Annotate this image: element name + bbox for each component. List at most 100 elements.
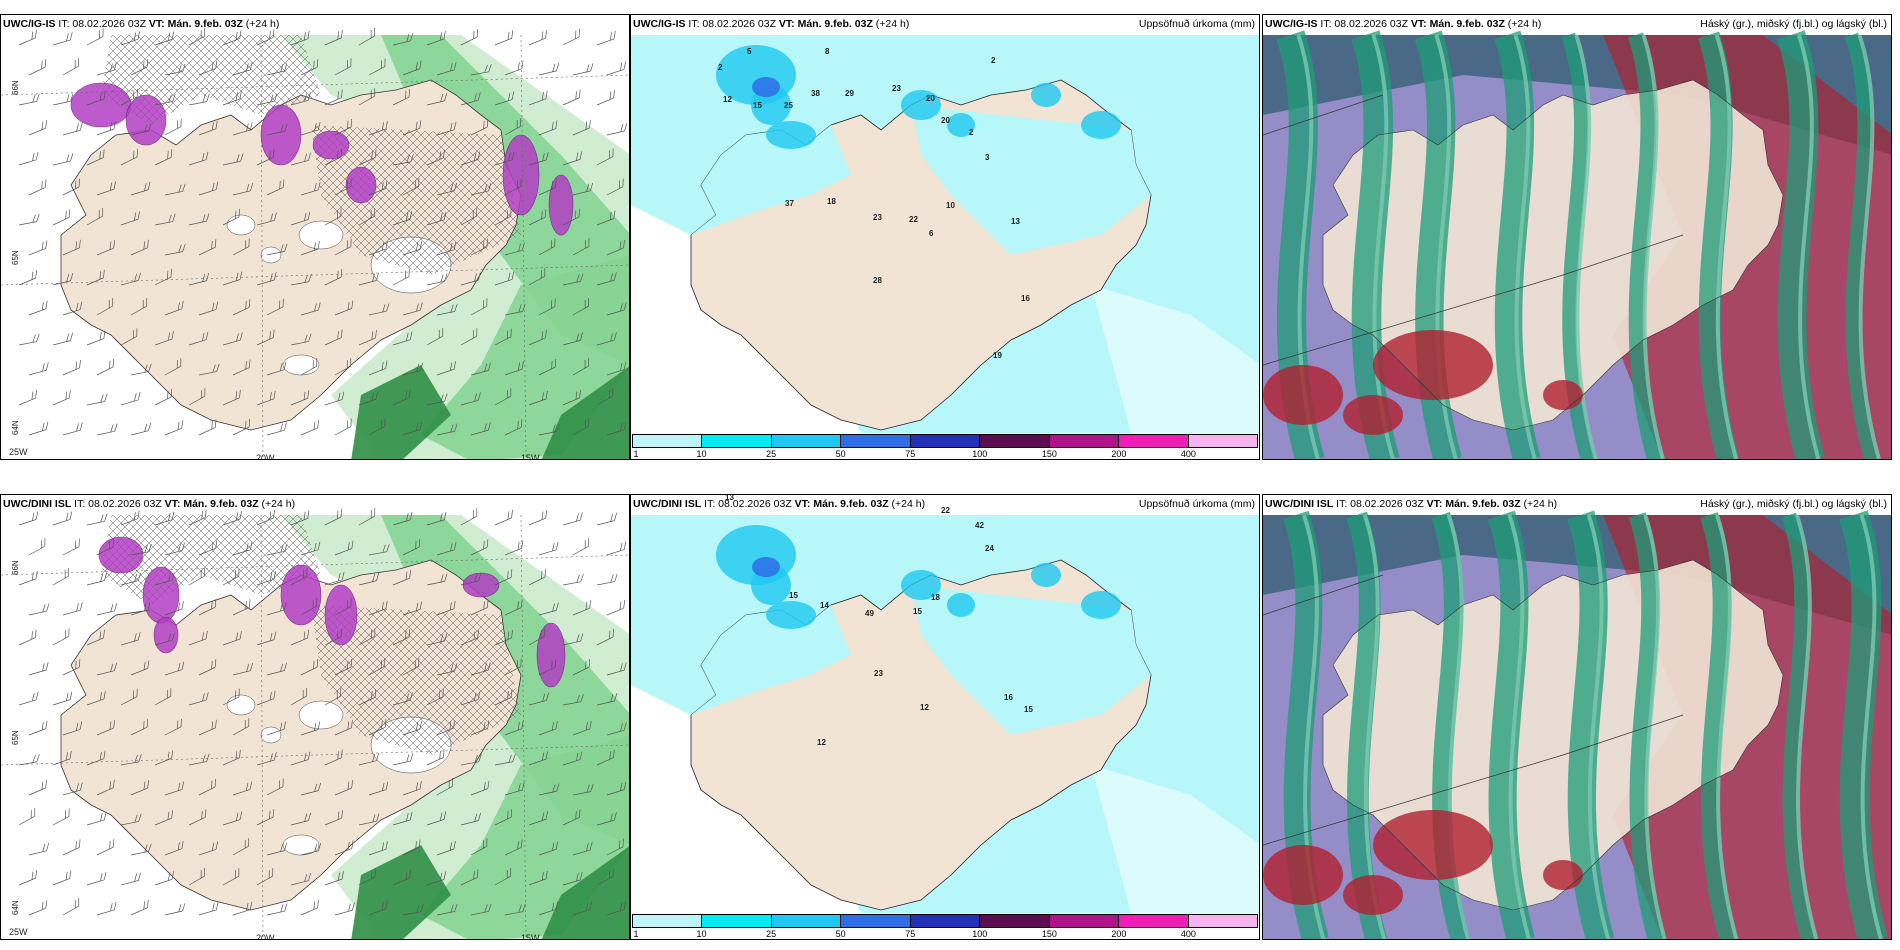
model-name: UWC/DINI ISL — [3, 498, 72, 510]
lead-time: (+24 h) — [245, 18, 280, 30]
precip-colorbar: 1 10 25 50 75 100 150 200 400 — [632, 430, 1258, 459]
valid-time: Mán. 9.feb. 03Z — [797, 18, 873, 30]
precip-value: 5 — [747, 47, 752, 56]
colorbar-cell — [1188, 915, 1257, 927]
colorbar-cell — [1119, 915, 1189, 927]
colorbar-tick: 75 — [905, 929, 916, 939]
precip-value: 2 — [969, 128, 974, 137]
colorbar-tick: 50 — [835, 929, 846, 939]
precip-value: 29 — [845, 89, 854, 98]
cloud-map-igis: UWC/IG-IS IT: 08.02.2026 03Z VT: Mán. 9.… — [1262, 14, 1892, 460]
precip-value: 37 — [785, 199, 794, 208]
valid-time-label: VT: — [794, 498, 811, 510]
colorbar-tick: 150 — [1041, 929, 1057, 939]
precip-value: 13 — [1011, 217, 1020, 226]
cloud-map-dini: UWC/DINI ISL IT: 08.02.2026 03Z VT: Mán.… — [1262, 494, 1892, 940]
precip-value: 24 — [985, 544, 994, 553]
map-canvas — [631, 35, 1259, 433]
valid-time-label: VT: — [1410, 18, 1427, 30]
precip-value: 12 — [817, 738, 826, 747]
colorbar-tick: 50 — [835, 449, 846, 459]
precip-map-dini: 6117835135227141722422415144915182312161… — [630, 494, 1260, 940]
init-time: IT: 08.02.2026 03Z — [704, 498, 792, 510]
precip-value: 3 — [985, 153, 990, 162]
precip-value: 23 — [873, 213, 882, 222]
precip-value: 19 — [993, 351, 1002, 360]
colorbar-cell — [702, 435, 772, 447]
precip-value: 25 — [784, 101, 793, 110]
colorbar-tick: 100 — [972, 929, 988, 939]
lead-time: (+24 h) — [891, 498, 926, 510]
valid-time: Mán. 9.feb. 03Z — [1445, 498, 1521, 510]
lon-label: 15W — [521, 453, 540, 460]
valid-time-label: VT: — [148, 18, 165, 30]
colorbar-tick: 10 — [696, 449, 707, 459]
model-name: UWC/DINI ISL — [1265, 498, 1334, 510]
precip-value: 22 — [909, 215, 918, 224]
colorbar-cell — [841, 435, 911, 447]
map-canvas — [1263, 30, 1891, 459]
precip-value: 15 — [789, 591, 798, 600]
init-time: IT: 08.02.2026 03Z — [1336, 498, 1424, 510]
init-time: IT: 08.02.2026 03Z — [1320, 18, 1408, 30]
precip-value: 15 — [1024, 705, 1033, 714]
precip-colorbar: 1 10 25 50 75 100 150 200 400 — [632, 910, 1258, 939]
map-canvas — [1, 27, 629, 459]
precip-value: 28 — [873, 276, 882, 285]
init-time: IT: 08.02.2026 03Z — [688, 18, 776, 30]
colorbar-cell — [910, 915, 981, 927]
colorbar-cell — [980, 435, 1050, 447]
colorbar-tick: 25 — [766, 449, 777, 459]
colorbar-cell — [1188, 435, 1257, 447]
precip-value: 13 — [725, 494, 734, 502]
precip-value: 22 — [941, 506, 950, 515]
init-time: IT: 08.02.2026 03Z — [74, 498, 162, 510]
panel-header: UWC/DINI ISL IT: 08.02.2026 03Z VT: Mán.… — [633, 498, 925, 510]
model-name: UWC/DINI ISL — [633, 498, 702, 510]
wind-snow-map-igis: 66N 65N 64N 25W 20W 15W UWC/IG-IS IT: 08.02.20… — [0, 14, 630, 460]
colorbar-tick: 400 — [1180, 929, 1196, 939]
colorbar-tick: 150 — [1041, 449, 1057, 459]
colorbar-cell — [1119, 435, 1189, 447]
lead-time: (+24 h) — [1523, 498, 1558, 510]
precip-value: 15 — [913, 607, 922, 616]
map-canvas — [631, 515, 1259, 913]
precip-value: 15 — [753, 101, 762, 110]
field-title: Háský (gr.), miðský (fj.bl.) og lágský (… — [1700, 498, 1887, 510]
precip-value: 6 — [929, 229, 934, 238]
colorbar-cell — [771, 435, 842, 447]
model-name: UWC/IG-IS — [633, 18, 686, 30]
colorbar-cell — [910, 435, 981, 447]
wind-snow-map-dini: 66N 65N 64N 25W 20W 15W UWC/DINI ISL IT: 08.02… — [0, 494, 630, 940]
lon-label: 20W — [256, 453, 275, 460]
precip-value: 23 — [892, 84, 901, 93]
precip-value: 18 — [827, 197, 836, 206]
panel-header: UWC/IG-IS IT: 08.02.2026 03Z VT: Mán. 9.… — [1265, 18, 1541, 30]
valid-time-label: VT: — [1426, 498, 1443, 510]
panel-header: UWC/IG-IS IT: 08.02.2026 03Z VT: Mán. 9.… — [633, 18, 909, 30]
field-title: Uppsöfnuð úrkoma (mm) — [1138, 498, 1255, 510]
valid-time: Mán. 9.feb. 03Z — [167, 18, 243, 30]
lead-time: (+24 h) — [261, 498, 296, 510]
colorbar-cell — [841, 915, 911, 927]
valid-time: Mán. 9.feb. 03Z — [183, 498, 259, 510]
lat-label: 65N — [11, 250, 20, 265]
colorbar-cell — [980, 915, 1050, 927]
panel-header: UWC/DINI ISL IT: 08.02.2026 03Z VT: Mán.… — [1265, 498, 1557, 510]
colorbar-cell — [771, 915, 842, 927]
precip-value: 23 — [874, 669, 883, 678]
precip-value: 8 — [825, 47, 830, 56]
colorbar-cell — [1049, 915, 1120, 927]
colorbar-tick: 400 — [1180, 449, 1196, 459]
colorbar-cell — [633, 435, 703, 447]
precip-value: 14 — [820, 601, 829, 610]
lat-label: 65N — [11, 730, 20, 745]
lead-time: (+24 h) — [875, 18, 910, 30]
model-name: UWC/IG-IS — [3, 18, 56, 30]
colorbar-tick: 25 — [766, 929, 777, 939]
colorbar-cell — [633, 915, 703, 927]
precip-value: 18 — [931, 593, 940, 602]
lead-time: (+24 h) — [1507, 18, 1542, 30]
colorbar-tick: 1 — [633, 449, 639, 459]
map-canvas — [1, 508, 629, 939]
